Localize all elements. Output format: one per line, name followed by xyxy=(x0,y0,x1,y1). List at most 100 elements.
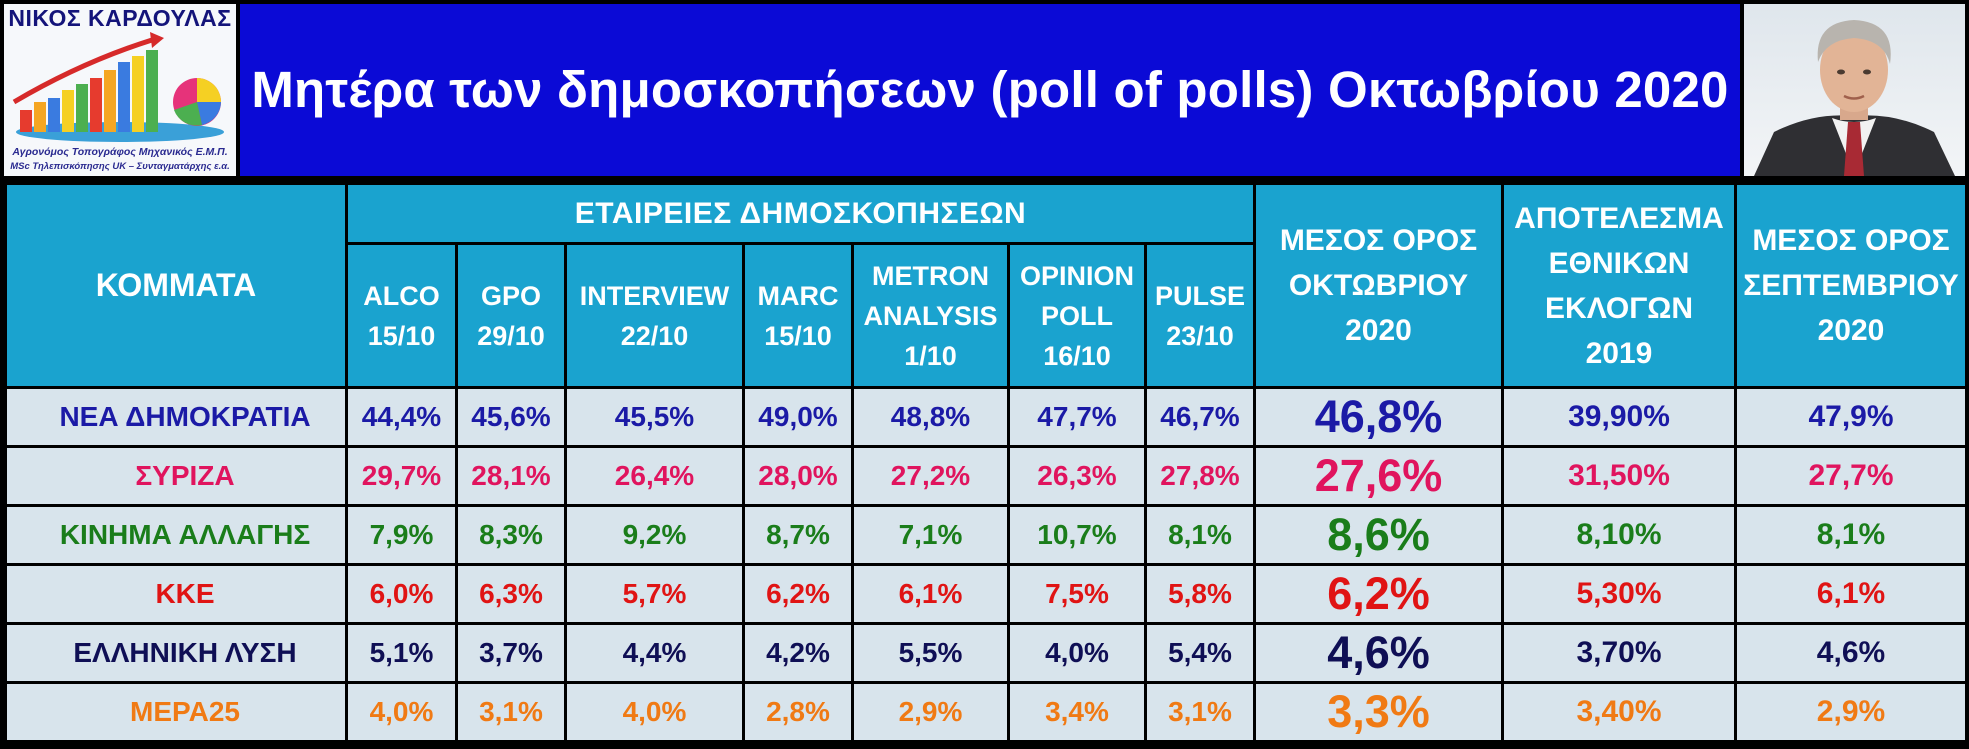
poll-value-cell: 4,0% xyxy=(1007,622,1147,684)
poll-value-cell: 4,2% xyxy=(742,622,854,684)
october-average-cell: 3,3% xyxy=(1253,681,1504,743)
pollster-name: METRON xyxy=(872,260,989,291)
pollster-date: 29/10 xyxy=(477,320,545,351)
poll-value-cell: 7,1% xyxy=(851,504,1010,566)
poll-value-cell: 4,4% xyxy=(564,622,745,684)
table-row: ΚΙΝΗΜΑ ΑΛΛΑΓΗΣ 7,9% 8,3% 9,2% 8,7% 7,1% 10,7% 8… xyxy=(4,504,1968,566)
poll-value-cell: 5,8% xyxy=(1144,563,1256,625)
poll-value-cell: 8,3% xyxy=(455,504,567,566)
pollster-name: MARC xyxy=(757,280,839,311)
party-name-cell: ΚΙΝΗΜΑ ΑΛΛΑΓΗΣ xyxy=(4,504,348,566)
pollster-date: 1/10 xyxy=(904,340,957,371)
pollster-name-line2: POLL xyxy=(1041,300,1113,331)
poll-value-cell: 7,9% xyxy=(345,504,458,566)
october-average-header: ΜΕΣΟΣ ΟΡΟΣ ΟΚΤΩΒΡΙΟΥ 2020 xyxy=(1253,182,1504,389)
pollster-header: GPO 29/10 xyxy=(455,242,567,389)
september-average-header: ΜΕΣΟΣ ΟΡΟΣ ΣΕΠΤΕΜΒΡΙΟΥ 2020 xyxy=(1734,182,1968,389)
poll-value-cell: 29,7% xyxy=(345,445,458,507)
author-photo xyxy=(1744,4,1965,176)
election-result-cell: 31,50% xyxy=(1501,445,1737,507)
poll-value-cell: 6,1% xyxy=(851,563,1010,625)
election-result-cell: 3,40% xyxy=(1501,681,1737,743)
october-average-header-line2: ΟΚΤΩΒΡΙΟΥ xyxy=(1288,269,1469,302)
pollster-name: ALCO xyxy=(363,280,440,311)
poll-value-cell: 6,3% xyxy=(455,563,567,625)
header-banner: ΝΙΚΟΣ ΚΑΡΔΟΥΛΑΣ Αγρονόμος Τοπογράφος Μηχ… xyxy=(0,0,1969,182)
poll-value-cell: 46,7% xyxy=(1144,386,1256,448)
pollster-header: MARC 15/10 xyxy=(742,242,854,389)
poll-value-cell: 3,7% xyxy=(455,622,567,684)
pollster-header: OPINION POLL 16/10 xyxy=(1007,242,1147,389)
election-result-cell: 3,70% xyxy=(1501,622,1737,684)
logo-subtitle-profession: Αγρονόμος Τοπογράφος Μηχανικός Ε.Μ.Π. xyxy=(12,146,228,158)
poll-value-cell: 27,2% xyxy=(851,445,1010,507)
party-name-cell: ΚΚΕ xyxy=(4,563,348,625)
table-row: ΚΚΕ 6,0% 6,3% 5,7% 6,2% 6,1% 7,5% 5,8% 6,2% 5,30%… xyxy=(4,563,1968,625)
logo-subtitle-credentials: MSc Τηλεπισκόπησης UK – Συνταγματάρχης ε… xyxy=(10,161,230,172)
election-result-header: ΑΠΟΤΕΛΕΣΜΑ ΕΘΝΙΚΩΝ ΕΚΛΟΓΩΝ 2019 xyxy=(1501,182,1737,389)
poll-value-cell: 3,1% xyxy=(455,681,567,743)
companies-header: ΕΤΑΙΡΕΙΕΣ ΔΗΜΟΣΚΟΠΗΣΕΩΝ xyxy=(345,182,1256,245)
october-average-header-line1: ΜΕΣΟΣ ΟΡΟΣ xyxy=(1279,224,1478,257)
poll-value-cell: 26,3% xyxy=(1007,445,1147,507)
parties-header: ΚΟΜΜΑΤΑ xyxy=(4,182,348,389)
september-average-header-line3: 2020 xyxy=(1817,314,1885,347)
poll-value-cell: 6,0% xyxy=(345,563,458,625)
table-row: ΕΛΛΗΝΙΚΗ ΛΥΣΗ 5,1% 3,7% 4,4% 4,2% 5,5% 4,0% 5,4… xyxy=(4,622,1968,684)
party-name-cell: ΣΥΡΙΖΑ xyxy=(4,445,348,507)
poll-value-cell: 4,0% xyxy=(345,681,458,743)
october-average-cell: 27,6% xyxy=(1253,445,1504,507)
party-name-cell: ΜΕΡΑ25 xyxy=(4,681,348,743)
pollster-date: 15/10 xyxy=(764,320,832,351)
poll-value-cell: 44,4% xyxy=(345,386,458,448)
poll-value-cell: 4,0% xyxy=(564,681,745,743)
poll-table: ΚΟΜΜΑΤΑ ΕΤΑΙΡΕΙΕΣ ΔΗΜΟΣΚΟΠΗΣΕΩΝ ΜΕΣΟΣ ΟΡ… xyxy=(4,182,1968,743)
poll-value-cell: 5,4% xyxy=(1144,622,1256,684)
poll-value-cell: 2,8% xyxy=(742,681,854,743)
september-average-cell: 8,1% xyxy=(1734,504,1968,566)
september-average-cell: 27,7% xyxy=(1734,445,1968,507)
september-average-cell: 6,1% xyxy=(1734,563,1968,625)
pollster-header: INTERVIEW 22/10 xyxy=(564,242,745,389)
poll-value-cell: 7,5% xyxy=(1007,563,1147,625)
poll-value-cell: 2,9% xyxy=(851,681,1010,743)
poll-value-cell: 10,7% xyxy=(1007,504,1147,566)
author-logo: ΝΙΚΟΣ ΚΑΡΔΟΥΛΑΣ Αγρονόμος Τοπογράφος Μηχ… xyxy=(4,4,236,176)
pollster-header: ALCO 15/10 xyxy=(345,242,458,389)
party-name-cell: ΕΛΛΗΝΙΚΗ ΛΥΣΗ xyxy=(4,622,348,684)
table-row: ΣΥΡΙΖΑ 29,7% 28,1% 26,4% 28,0% 27,2% 26,3% 27,8… xyxy=(4,445,1968,507)
election-result-cell: 8,10% xyxy=(1501,504,1737,566)
poll-value-cell: 9,2% xyxy=(564,504,745,566)
pollster-name: INTERVIEW xyxy=(579,280,730,311)
pollster-date: 16/10 xyxy=(1043,340,1111,371)
poll-value-cell: 27,8% xyxy=(1144,445,1256,507)
october-average-header-line3: 2020 xyxy=(1345,314,1412,347)
pollster-header: METRON ANALYSIS 1/10 xyxy=(851,242,1010,389)
october-average-cell: 46,8% xyxy=(1253,386,1504,448)
portrait-icon xyxy=(1754,20,1955,176)
poll-value-cell: 28,1% xyxy=(455,445,567,507)
poll-value-cell: 3,1% xyxy=(1144,681,1256,743)
poll-value-cell: 8,7% xyxy=(742,504,854,566)
october-average-cell: 8,6% xyxy=(1253,504,1504,566)
page-title: Μητέρα των δημοσκοπήσεων (poll of polls)… xyxy=(251,61,1729,118)
poll-value-cell: 28,0% xyxy=(742,445,854,507)
poll-value-cell: 47,7% xyxy=(1007,386,1147,448)
table-row: ΝΕΑ ΔΗΜΟΚΡΑΤΙΑ 44,4% 45,6% 45,5% 49,0% 48,8% 4… xyxy=(4,386,1968,448)
poll-value-cell: 26,4% xyxy=(564,445,745,507)
pollster-header: PULSE 23/10 xyxy=(1144,242,1256,389)
poll-value-cell: 48,8% xyxy=(851,386,1010,448)
poll-value-cell: 8,1% xyxy=(1144,504,1256,566)
title-bar: Μητέρα των δημοσκοπήσεων (poll of polls)… xyxy=(240,4,1740,176)
september-average-cell: 47,9% xyxy=(1734,386,1968,448)
september-average-cell: 4,6% xyxy=(1734,622,1968,684)
logo-name: ΝΙΚΟΣ ΚΑΡΔΟΥΛΑΣ xyxy=(8,5,232,31)
election-result-header-line1: ΑΠΟΤΕΛΕΣΜΑ xyxy=(1514,201,1724,235)
poll-rows: ΝΕΑ ΔΗΜΟΚΡΑΤΙΑ 44,4% 45,6% 45,5% 49,0% 48,8% 4… xyxy=(4,386,1968,743)
poll-value-cell: 5,7% xyxy=(564,563,745,625)
pollster-name: GPO xyxy=(480,280,541,311)
poll-value-cell: 45,5% xyxy=(564,386,745,448)
september-average-header-line1: ΜΕΣΟΣ ΟΡΟΣ xyxy=(1752,224,1950,257)
election-result-header-line4: 2019 xyxy=(1585,336,1653,370)
pollster-name: OPINION xyxy=(1019,260,1134,291)
